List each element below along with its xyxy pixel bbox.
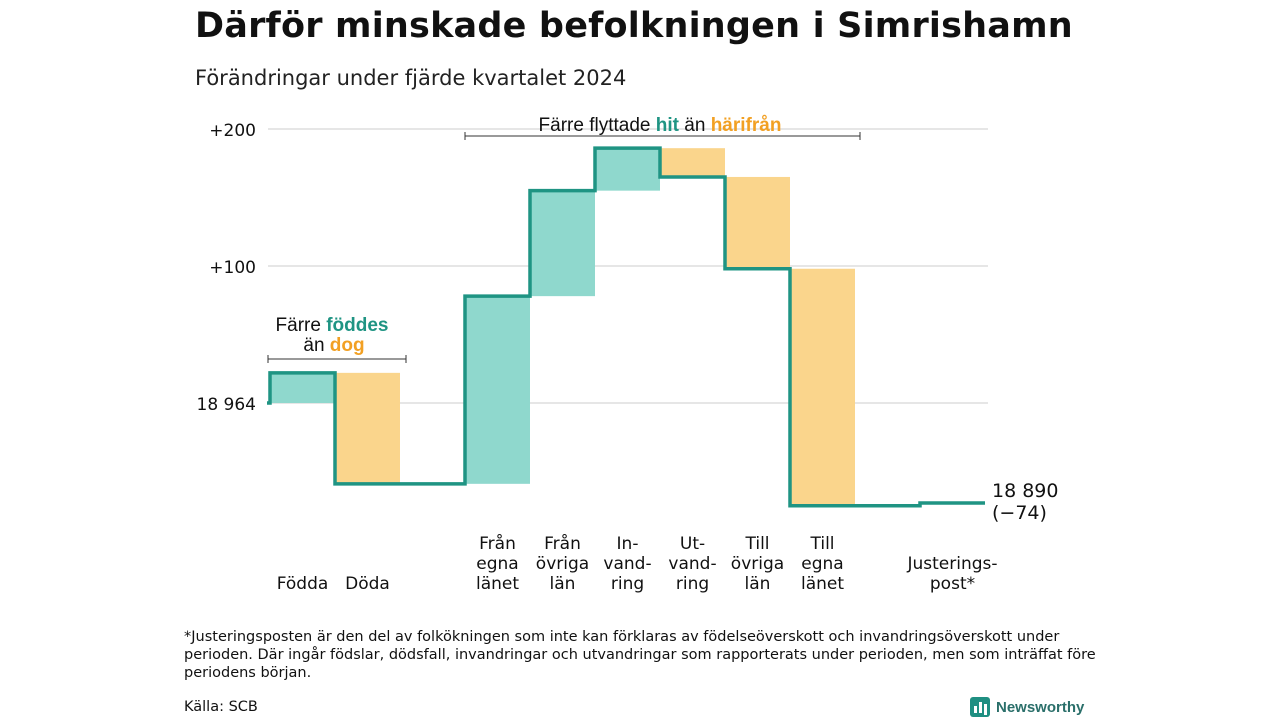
x-category-label: län <box>550 574 576 594</box>
x-category-label: vand- <box>668 554 716 574</box>
footnote: *Justeringsposten är den del av folkökni… <box>184 629 1096 681</box>
births-annotation: Färre föddes <box>276 315 389 336</box>
cumulative-line <box>267 146 985 508</box>
x-category-label: länet <box>801 574 844 594</box>
outflow-bar <box>335 372 400 484</box>
x-category-label: Från <box>544 533 581 554</box>
inflow-bar <box>465 296 530 484</box>
outflow-bar <box>660 148 725 177</box>
outflow-bar <box>790 268 855 506</box>
source-label: Källa: SCB <box>184 699 258 715</box>
end-value-label: 18 890 <box>992 480 1058 502</box>
brand-name: Newsworthy <box>996 698 1085 716</box>
x-category-label: Döda <box>345 574 390 594</box>
inflow-bar <box>270 372 335 403</box>
inflow-bar <box>595 148 660 191</box>
inflow-bar <box>530 190 595 297</box>
x-category-label: post* <box>930 574 975 594</box>
x-category-label: ring <box>611 574 644 594</box>
migration-annotation: Färre flyttade hit än härifrån <box>539 115 782 136</box>
x-category-label: egna <box>476 554 518 574</box>
outflow-bar <box>725 176 790 269</box>
y-tick-label: +200 <box>209 121 256 141</box>
x-category-label: Till <box>744 534 769 554</box>
chart-subtitle: Förändringar under fjärde kvartalet 2024 <box>195 66 627 90</box>
x-category-label: egna <box>801 554 843 574</box>
x-category-label: Justerings- <box>906 554 997 574</box>
y-tick-label: 18 964 <box>197 395 256 415</box>
brand-logo: Newsworthy <box>970 697 1084 717</box>
x-category-label: Ut- <box>680 534 705 554</box>
x-category-label: In- <box>617 534 639 554</box>
x-category-label: Från <box>479 533 516 554</box>
x-category-label: vand- <box>603 554 651 574</box>
x-category-label: övriga <box>536 554 589 574</box>
x-category-label: ring <box>676 574 709 594</box>
x-category-label: län <box>745 574 771 594</box>
y-tick-label: +100 <box>209 258 256 278</box>
births-annotation: än dog <box>303 335 364 356</box>
x-category-label: Födda <box>277 574 329 594</box>
chart-title: Därför minskade befolkningen i Simrisham… <box>195 6 1073 46</box>
x-category-label: övriga <box>731 554 784 574</box>
bar-chart-icon <box>970 697 990 717</box>
x-category-label: Till <box>809 534 834 554</box>
x-category-label: länet <box>476 574 519 594</box>
end-change-label: (−74) <box>992 502 1047 524</box>
